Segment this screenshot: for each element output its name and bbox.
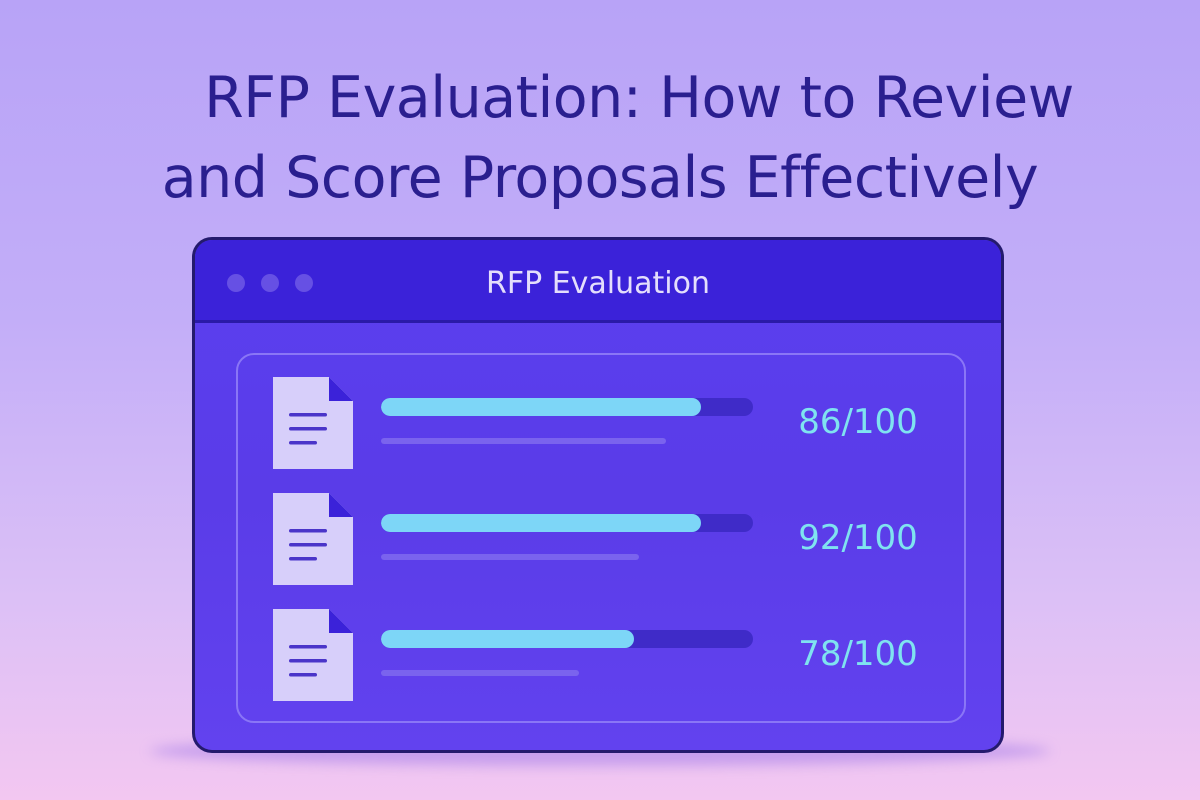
proposal-detail-line — [381, 438, 666, 444]
window-maximize-dot[interactable] — [295, 274, 313, 292]
window-minimize-dot[interactable] — [261, 274, 279, 292]
score-progress-fill — [381, 630, 634, 648]
proposal-score: 92/100 — [798, 518, 918, 558]
proposal-detail-line — [381, 554, 639, 560]
score-progress-fill — [381, 514, 701, 532]
document-icon — [273, 609, 353, 701]
score-progress-bar — [381, 398, 753, 416]
headline-line-1: RFP Evaluation: How to Review — [204, 65, 1074, 131]
window-close-dot[interactable] — [227, 274, 245, 292]
proposal-score: 86/100 — [798, 402, 918, 442]
document-icon — [273, 493, 353, 585]
score-progress-bar — [381, 514, 753, 532]
headline-line-2: and Score Proposals Effectively — [161, 145, 1039, 211]
page-headline: RFP Evaluation: How to Review and Score … — [0, 58, 1200, 218]
proposal-list-panel: 86/100 92/100 — [236, 353, 966, 723]
score-progress-bar — [381, 630, 753, 648]
document-icon — [273, 377, 353, 469]
proposal-row[interactable]: 92/100 — [238, 493, 964, 593]
proposal-row[interactable]: 86/100 — [238, 377, 964, 477]
proposal-detail-line — [381, 670, 579, 676]
window-title: RFP Evaluation — [485, 266, 711, 301]
app-window: RFP Evaluation 86/100 — [192, 237, 1004, 753]
window-titlebar: RFP Evaluation — [195, 240, 1001, 323]
score-progress-fill — [381, 398, 701, 416]
proposal-score: 78/100 — [798, 634, 918, 674]
proposal-row[interactable]: 78/100 — [238, 609, 964, 709]
